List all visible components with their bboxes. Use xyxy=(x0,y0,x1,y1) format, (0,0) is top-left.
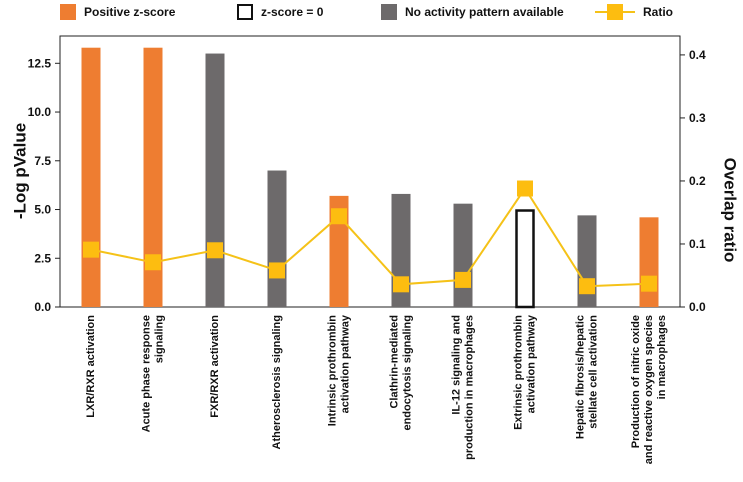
legend-swatch-no-activity xyxy=(381,4,397,20)
legend-item-ratio: Ratio xyxy=(595,4,673,20)
legend-label-positive: Positive z-score xyxy=(84,5,176,19)
ratio-series xyxy=(83,180,657,295)
bar-1 xyxy=(81,47,101,307)
bar-7 xyxy=(453,203,473,307)
x-tick-label-5: Intrinsic prothrombin activation pathway xyxy=(327,314,352,426)
x-tick-label-3: FXR/RXR activation xyxy=(209,315,221,418)
x-tick-label-line: endocytosis signaling xyxy=(402,315,414,431)
x-tick-label-line: activation pathway xyxy=(340,314,352,413)
x-tick-label-line: FXR/RXR activation xyxy=(209,315,221,418)
ratio-point-3 xyxy=(207,242,223,259)
ratio-point-6 xyxy=(393,276,409,293)
y-tick-label-3: 7.5 xyxy=(34,154,51,168)
y-tick-label-4: 10.0 xyxy=(28,105,52,119)
x-tick-label-line: and reactive oxygen species xyxy=(643,315,655,464)
ratio-point-10 xyxy=(641,275,657,292)
legend-label-zero: z-score = 0 xyxy=(261,5,324,19)
chart-legend: Positive z-score z-score = 0 No activity… xyxy=(0,0,743,24)
bar-2 xyxy=(143,47,163,307)
legend-label-no-activity: No activity pattern available xyxy=(405,5,564,19)
legend-item-zscore-zero: z-score = 0 xyxy=(237,4,323,20)
legend-item-no-activity: No activity pattern available xyxy=(381,4,564,20)
ratio-point-5 xyxy=(331,208,347,225)
x-tick-label-line: IL-12 signaling and xyxy=(451,315,463,415)
y-tick-label-0: 0.0 xyxy=(34,300,51,314)
x-tick-label-line: Intrinsic prothrombin xyxy=(327,315,339,427)
y-tick-label-1: 2.5 xyxy=(34,251,51,265)
y-tick-label-2: 5.0 xyxy=(34,203,51,217)
x-tick-label-8: Extrinsic prothrombin activation pathway xyxy=(513,314,538,430)
x-tick-label-line: activation pathway xyxy=(526,314,538,413)
x-tick-label-line: Atherosclerosis signaling xyxy=(271,315,283,449)
x-tick-label-line: Hepatic fibrosis/hepatic xyxy=(575,315,587,439)
y-axis-right: 0.0 0.1 0.2 0.3 0.4 xyxy=(680,48,706,314)
bar-8 xyxy=(515,209,535,309)
y-axis-title: -Log pValue xyxy=(11,123,30,219)
bar-4 xyxy=(267,170,287,307)
x-axis-labels: LXR/RXR activation Acute phase response si… xyxy=(85,314,668,464)
ratio-point-2 xyxy=(145,254,161,271)
x-tick-label-2: Acute phase response signaling xyxy=(141,315,166,432)
x-tick-label-line: Production of nitric oxide xyxy=(630,315,642,448)
y2-tick-label-1: 0.1 xyxy=(689,237,706,251)
x-tick-label-line: production in macrophages xyxy=(464,315,476,460)
ratio-point-7 xyxy=(455,271,471,288)
bar-10 xyxy=(639,217,659,307)
y2-tick-label-0: 0.0 xyxy=(689,300,706,314)
x-tick-label-line: in macrophages xyxy=(656,315,668,399)
x-tick-label-4: Atherosclerosis signaling xyxy=(271,315,283,449)
legend-item-positive-zscore: Positive z-score xyxy=(60,4,175,20)
legend-label-ratio: Ratio xyxy=(643,5,673,19)
legend-swatch-zero xyxy=(237,4,253,20)
x-tick-label-10: Production of nitric oxide and reactive o… xyxy=(630,315,668,464)
bar-3 xyxy=(205,53,225,307)
x-tick-label-9: Hepatic fibrosis/hepatic stellate cell ac… xyxy=(575,315,600,439)
x-tick-label-line: Acute phase response xyxy=(141,315,153,432)
x-tick-label-line: LXR/RXR activation xyxy=(85,315,97,418)
y2-axis-title: Overlap ratio xyxy=(721,158,740,263)
y2-tick-label-2: 0.2 xyxy=(689,174,706,188)
x-tick-label-line: signaling xyxy=(154,315,166,363)
plot-frame xyxy=(59,35,681,308)
x-tick-label-7: IL-12 signaling and production in macroph… xyxy=(451,315,476,460)
ratio-point-4 xyxy=(269,262,285,279)
y-tick-label-5: 12.5 xyxy=(28,56,52,70)
x-tick-label-line: Extrinsic prothrombin xyxy=(513,315,525,430)
x-tick-label-1: LXR/RXR activation xyxy=(85,315,97,418)
x-tick-label-6: Clathrin-mediated endocytosis signaling xyxy=(389,315,414,431)
legend-swatch-ratio xyxy=(595,4,635,20)
y-axis-left: 0.0 2.5 5.0 7.5 10.0 12.5 xyxy=(28,56,60,314)
ratio-line xyxy=(90,186,650,288)
ratio-point-9 xyxy=(579,278,595,295)
y2-tick-label-3: 0.3 xyxy=(689,111,706,125)
x-tick-label-line: stellate cell activation xyxy=(588,315,600,429)
legend-swatch-positive xyxy=(60,4,76,20)
ratio-point-8 xyxy=(517,180,533,197)
ratio-point-1 xyxy=(83,241,99,258)
x-tick-label-line: Clathrin-mediated xyxy=(389,315,401,409)
y2-tick-label-4: 0.4 xyxy=(689,48,706,62)
